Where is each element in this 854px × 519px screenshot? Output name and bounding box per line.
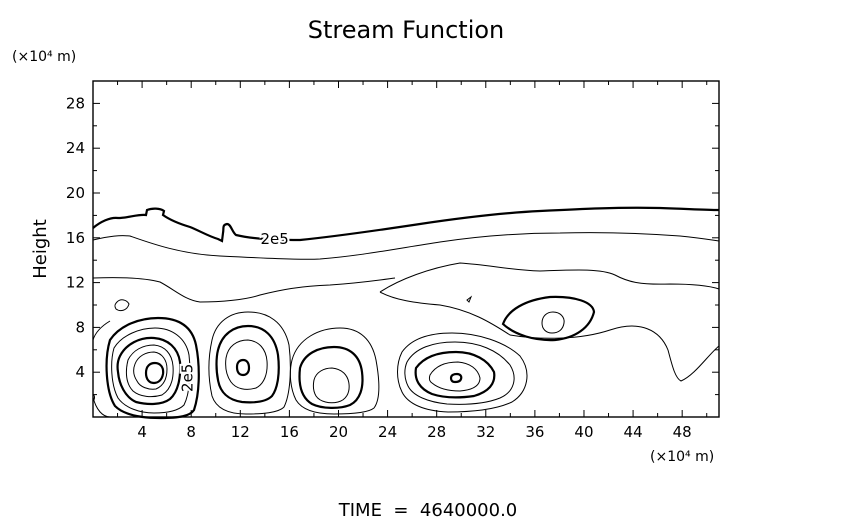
contour-line (92, 396, 111, 418)
y-tick-label: 24 (66, 139, 85, 157)
contour-lines (92, 206, 720, 420)
y-tick-labels: 4 8 12 16 20 24 28 (66, 94, 85, 381)
x-tick-label: 40 (574, 423, 593, 441)
x-tick-label: 48 (673, 423, 692, 441)
x-tick-label: 4 (137, 423, 147, 441)
contour-line (133, 351, 168, 390)
y-tick-label: 16 (66, 229, 85, 247)
y-unit-label: (×10⁴ m) (12, 49, 76, 65)
x-tick-label: 36 (525, 423, 544, 441)
contour-line (541, 311, 565, 334)
contour-line (449, 372, 463, 384)
y-tick-label: 8 (75, 318, 85, 336)
x-tick-label: 44 (624, 423, 643, 441)
contour-line (92, 277, 396, 303)
x-tick-label: 8 (186, 423, 196, 441)
y-tick-label: 4 (75, 363, 85, 381)
footer-time: TIME = 4640000.0 (338, 500, 518, 519)
contour-label: 2e5 (179, 364, 197, 392)
y-tick-label: 12 (66, 274, 85, 292)
contour-line (428, 361, 481, 392)
contour-line (379, 291, 720, 382)
contour-line (114, 299, 130, 312)
contour-line (298, 345, 364, 409)
x-unit-label: (×10⁴ m) (650, 449, 714, 465)
contour-line (92, 320, 111, 341)
contour-line (397, 332, 528, 413)
x-tick-labels: 4 8 12 16 20 24 28 32 36 40 44 48 (137, 423, 691, 441)
contour-line (144, 361, 165, 385)
contour-line (116, 336, 182, 406)
contour-line (92, 232, 720, 260)
x-tick-label: 32 (476, 423, 495, 441)
x-tick-label: 28 (427, 423, 446, 441)
contour-line (404, 341, 515, 405)
y-tick-label: 28 (66, 94, 85, 112)
contour-line (312, 367, 350, 404)
contour-labels: 2e5 2e5 (177, 228, 291, 394)
contour-line (111, 327, 191, 414)
contour-line (379, 262, 720, 293)
contour-line (225, 339, 268, 390)
contour-line (105, 316, 200, 420)
contour-line (414, 350, 496, 399)
x-tick-label: 24 (378, 423, 397, 441)
contour-line (235, 358, 251, 377)
contour-label: 2e5 (260, 230, 288, 248)
axis-ticks (93, 81, 719, 417)
contour-line (92, 206, 720, 243)
contour-line (501, 295, 596, 342)
chart-title: Stream Function (308, 16, 505, 44)
x-tick-label: 12 (231, 423, 250, 441)
contour-line (125, 344, 174, 398)
plot-frame (92, 80, 720, 418)
x-tick-label: 20 (329, 423, 348, 441)
x-tick-label: 16 (280, 423, 299, 441)
contour-line (289, 327, 380, 415)
y-tick-label: 20 (66, 184, 85, 202)
contour-line (208, 311, 291, 415)
contour-line (215, 324, 280, 404)
y-axis-label: Height (30, 219, 51, 279)
contour-line (466, 295, 473, 303)
